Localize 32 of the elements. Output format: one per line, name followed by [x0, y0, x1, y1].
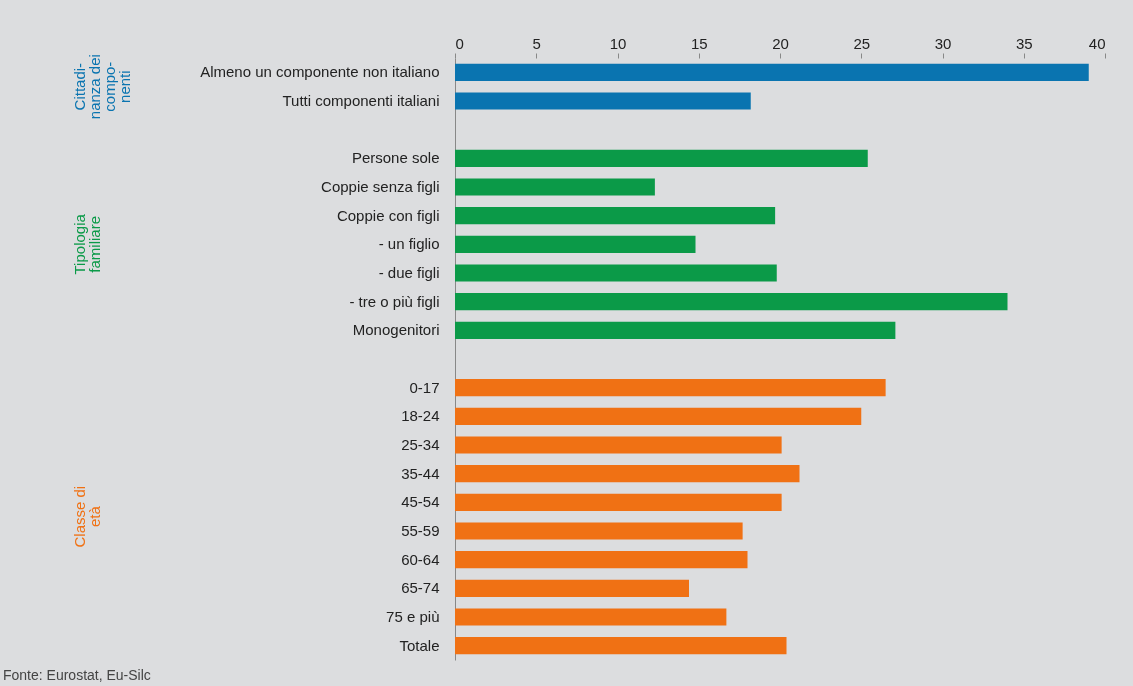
y-tick-label: Coppie con figli — [336, 206, 440, 224]
y-tick-label: Persone sole — [351, 149, 440, 167]
y-tick-label: 45-54 — [401, 493, 440, 511]
text: Classe di età — [71, 485, 103, 548]
y-tick-label: 65-74 — [401, 579, 440, 597]
y-tick-label: 0-17 — [409, 378, 440, 396]
y-tick-label: - due figli — [378, 264, 440, 281]
y-tick-label: 75 e più — [386, 608, 440, 625]
x-tick-label: 20 — [772, 34, 789, 52]
x-tick-label: 40 — [1088, 34, 1106, 52]
y-tick-label: Almeno un componente non italiano — [200, 63, 440, 81]
y-tick-label: Tutti componenti italiani — [282, 92, 440, 109]
x-tick-label: 10 — [609, 34, 627, 52]
y-tick-label: 25-34 — [401, 436, 440, 453]
y-tick-label: 60-64 — [401, 550, 440, 568]
y-tick-label: Totale — [399, 636, 440, 654]
y-tick-label: 35-44 — [401, 464, 440, 482]
x-tick-label: 30 — [934, 34, 952, 52]
y-tick-label: Monogenitori — [352, 321, 440, 339]
x-tick-label: 0 — [455, 34, 464, 52]
y-tick-label: 55-59 — [401, 522, 440, 539]
text: Tipologia familiare — [71, 213, 103, 275]
x-tick-label: 5 — [532, 34, 541, 52]
y-tick-label: Coppie senza figli — [321, 178, 440, 195]
text: Cittadi-nanza dei compo-nenti — [71, 54, 133, 120]
x-tick-label: 15 — [690, 34, 708, 52]
source-note: Fonte: Eurostat, Eu-Silc — [3, 667, 151, 683]
x-tick-label: 35 — [1015, 34, 1033, 52]
x-tick-label: 25 — [853, 34, 871, 52]
y-tick-label: - un figlio — [378, 235, 440, 253]
y-tick-label: 18-24 — [401, 407, 440, 425]
y-tick-label: - tre o più figli — [349, 292, 440, 310]
